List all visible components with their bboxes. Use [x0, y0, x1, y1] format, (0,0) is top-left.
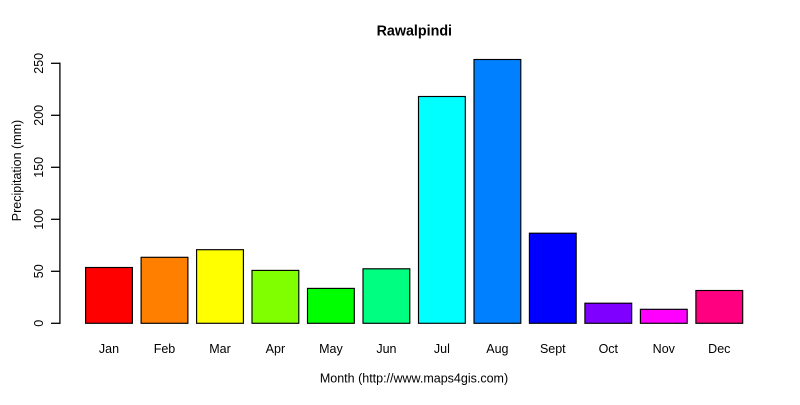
svg-text:Rawalpindi: Rawalpindi [377, 23, 452, 39]
svg-text:Dec: Dec [708, 342, 730, 356]
svg-text:200: 200 [32, 105, 46, 126]
svg-text:Mar: Mar [209, 342, 231, 356]
svg-text:Jan: Jan [99, 342, 119, 356]
svg-text:100: 100 [32, 209, 46, 230]
svg-text:250: 250 [32, 53, 46, 74]
svg-text:150: 150 [32, 157, 46, 178]
svg-text:0: 0 [32, 320, 46, 327]
svg-text:May: May [319, 342, 343, 356]
svg-text:Jul: Jul [434, 342, 450, 356]
svg-text:Apr: Apr [266, 342, 285, 356]
svg-text:Feb: Feb [154, 342, 176, 356]
svg-text:Precipitation (mm): Precipitation (mm) [10, 120, 24, 221]
svg-text:Sept: Sept [540, 342, 566, 356]
svg-text:Jun: Jun [376, 342, 396, 356]
svg-text:Month (http://www.maps4gis.com: Month (http://www.maps4gis.com) [320, 372, 508, 386]
svg-text:Aug: Aug [486, 342, 508, 356]
svg-text:Nov: Nov [653, 342, 676, 356]
svg-text:50: 50 [32, 264, 46, 278]
svg-text:Oct: Oct [599, 342, 619, 356]
